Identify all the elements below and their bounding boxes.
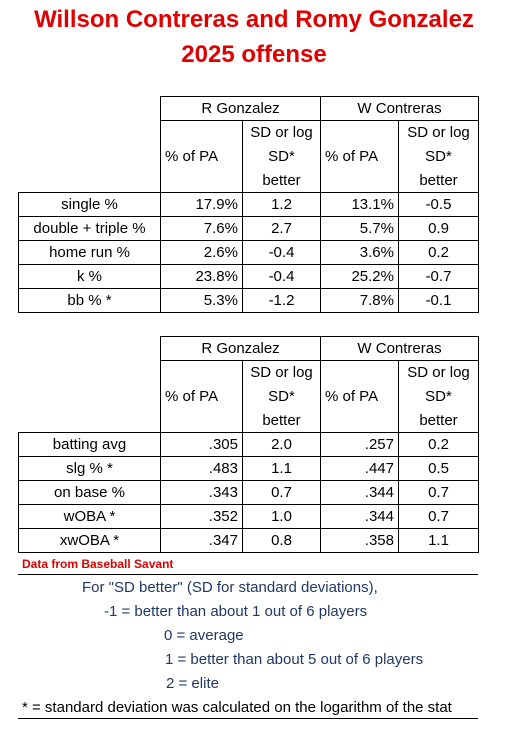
group-header: R Gonzalez [160, 96, 321, 121]
column-header: SD or log SD* better [242, 120, 321, 193]
row-label: slg % * [18, 456, 161, 481]
rule [18, 574, 478, 575]
cell: -0.4 [242, 240, 321, 265]
cell: .257 [320, 432, 399, 457]
cell: 23.8% [160, 264, 243, 289]
cell: 0.7 [398, 504, 479, 529]
cell: 0.7 [242, 480, 321, 505]
cell: .447 [320, 456, 399, 481]
footnote: * = standard deviation was calculated on… [22, 699, 452, 716]
cell: 5.7% [320, 216, 399, 241]
source: Data from Baseball Savant [22, 557, 174, 571]
cell: 0.5 [398, 456, 479, 481]
note: 2 = elite [166, 675, 219, 692]
cell: 3.6% [320, 240, 399, 265]
cell: 0.2 [398, 240, 479, 265]
header-line: % of PA [165, 147, 219, 165]
cell: 2.0 [242, 432, 321, 457]
row-label: k % [18, 264, 161, 289]
cell: 0.8 [242, 528, 321, 553]
header-line: % of PA [325, 387, 379, 405]
header-line: SD* [425, 387, 452, 405]
column-header: SD or log SD* better [398, 360, 479, 433]
header-line: % of PA [165, 387, 219, 405]
header-line: better [419, 411, 458, 429]
cell: .358 [320, 528, 399, 553]
cell: .344 [320, 480, 399, 505]
title: Willson Contreras and Romy Gonzalez [34, 6, 474, 33]
cell: 1.2 [242, 192, 321, 217]
cell: .305 [160, 432, 243, 457]
column-header: % of PA [160, 120, 243, 193]
group-header: R Gonzalez [160, 336, 321, 361]
header-line: SD or log [250, 123, 313, 141]
row-label: single % [18, 192, 161, 217]
note: For "SD better" (SD for standard deviati… [82, 579, 378, 596]
header-line: SD or log [250, 363, 313, 381]
cell: 2.7 [242, 216, 321, 241]
header-line: % of PA [325, 147, 379, 165]
row-label: wOBA * [18, 504, 161, 529]
group-header: W Contreras [320, 336, 479, 361]
row-label: batting avg [18, 432, 161, 457]
note: -1 = better than about 1 out of 6 player… [104, 603, 368, 620]
cell: .483 [160, 456, 243, 481]
cell: -0.7 [398, 264, 479, 289]
cell: .343 [160, 480, 243, 505]
rule [18, 718, 478, 719]
row-label: home run % [18, 240, 161, 265]
row-label: on base % [18, 480, 161, 505]
cell: -0.4 [242, 264, 321, 289]
cell: .347 [160, 528, 243, 553]
cell: -0.1 [398, 288, 479, 313]
cell: 1.1 [398, 528, 479, 553]
cell: 7.6% [160, 216, 243, 241]
cell: 13.1% [320, 192, 399, 217]
column-header: % of PA [320, 360, 399, 433]
cell: 0.7 [398, 480, 479, 505]
header-line: SD or log [407, 123, 470, 141]
cell: 17.9% [160, 192, 243, 217]
header-line: SD or log [407, 363, 470, 381]
header-line: SD* [268, 387, 295, 405]
cell: -1.2 [242, 288, 321, 313]
column-header: SD or log SD* better [242, 360, 321, 433]
row-label: xwOBA * [18, 528, 161, 553]
column-header: % of PA [160, 360, 243, 433]
cell: .344 [320, 504, 399, 529]
cell: .352 [160, 504, 243, 529]
column-header: % of PA [320, 120, 399, 193]
cell: 1.0 [242, 504, 321, 529]
cell: 25.2% [320, 264, 399, 289]
header-line: better [419, 171, 458, 189]
title: 2025 offense [181, 41, 327, 68]
header-line: SD* [268, 147, 295, 165]
row-label: bb % * [18, 288, 161, 313]
cell: 0.2 [398, 432, 479, 457]
cell: -0.5 [398, 192, 479, 217]
note: 0 = average [164, 627, 244, 644]
cell: 2.6% [160, 240, 243, 265]
cell: 0.9 [398, 216, 479, 241]
cell: 5.3% [160, 288, 243, 313]
note: 1 = better than about 5 out of 6 players [165, 651, 424, 668]
cell: 7.8% [320, 288, 399, 313]
row-label: double + triple % [18, 216, 161, 241]
header-line: SD* [425, 147, 452, 165]
header-line: better [262, 171, 301, 189]
cell: 1.1 [242, 456, 321, 481]
group-header: W Contreras [320, 96, 479, 121]
column-header: SD or log SD* better [398, 120, 479, 193]
header-line: better [262, 411, 301, 429]
